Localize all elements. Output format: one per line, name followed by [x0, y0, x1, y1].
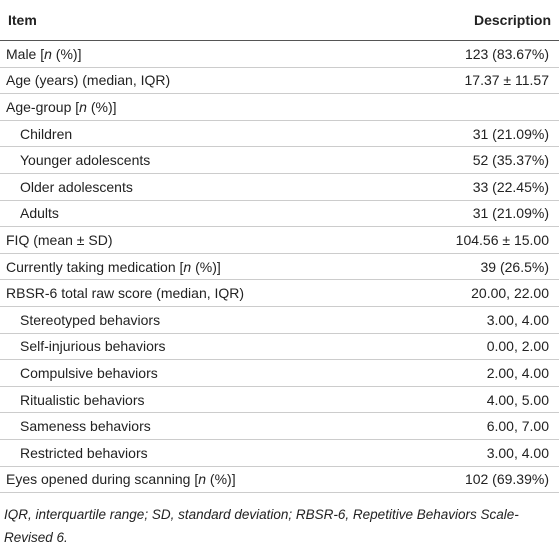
table-row: Ritualistic behaviors 4.00, 5.00 — [0, 386, 559, 414]
table-row: Male [n (%)] 123 (83.67%) — [0, 40, 559, 68]
table-row: FIQ (mean ± SD) 104.56 ± 15.00 — [0, 226, 559, 254]
item-cell: Age (years) (median, IQR) — [0, 67, 391, 95]
item-cell: RBSR-6 total raw score (median, IQR) — [0, 279, 391, 307]
table-row: Adults 31 (21.09%) — [0, 200, 559, 228]
table-row: Compulsive behaviors 2.00, 4.00 — [0, 359, 559, 387]
table-body: Male [n (%)] 123 (83.67%) Age (years) (med… — [0, 40, 559, 494]
table-row: Self-injurious behaviors 0.00, 2.00 — [0, 333, 559, 361]
table-row: Older adolescents 33 (22.45%) — [0, 173, 559, 201]
item-cell: Sameness behaviors — [0, 412, 391, 440]
description-cell: 52 (35.37%) — [390, 146, 559, 174]
header-cell: Item — [0, 0, 391, 41]
data-table: Item Description Male [n (%)] 123 (83.67%… — [0, 0, 559, 494]
description-cell: 2.00, 4.00 — [390, 359, 559, 387]
description-cell: 31 (21.09%) — [390, 200, 559, 228]
description-cell: 104.56 ± 15.00 — [390, 226, 559, 254]
table-row: Age-group [n (%)] — [0, 93, 559, 121]
table-row: Eyes opened during scanning [n (%)] 102 (… — [0, 466, 559, 494]
item-cell: Ritualistic behaviors — [0, 386, 391, 414]
description-cell: 0.00, 2.00 — [390, 333, 559, 361]
item-cell: Eyes opened during scanning [n (%)] — [0, 466, 391, 494]
footnote: IQR, interquartile range; SD, standard d… — [4, 507, 519, 546]
description-cell: 33 (22.45%) — [390, 173, 559, 201]
description-cell: 123 (83.67%) — [390, 40, 559, 68]
header-row: Item Description — [0, 0, 559, 41]
item-cell: Age-group [n (%)] — [0, 93, 391, 121]
description-cell: 102 (69.39%) — [390, 466, 559, 494]
description-cell: 31 (21.09%) — [390, 120, 559, 148]
item-cell: Self-injurious behaviors — [0, 333, 391, 361]
description-cell — [390, 93, 559, 121]
description-cell: 6.00, 7.00 — [390, 412, 559, 440]
item-cell: FIQ (mean ± SD) — [0, 226, 391, 254]
item-cell: Adults — [0, 200, 391, 228]
description-cell: 20.00, 22.00 — [390, 279, 559, 307]
table-row: Younger adolescents 52 (35.37%) — [0, 146, 559, 174]
item-cell: Children — [0, 120, 391, 148]
header-cell: Description — [390, 0, 559, 41]
table-row: Children 31 (21.09%) — [0, 120, 559, 148]
item-cell: Older adolescents — [0, 173, 391, 201]
item-cell: Male [n (%)] — [0, 40, 391, 68]
item-cell: Younger adolescents — [0, 146, 391, 174]
table-row: RBSR-6 total raw score (median, IQR) 20.0… — [0, 279, 559, 307]
table-row: Restricted behaviors 3.00, 4.00 — [0, 439, 559, 467]
item-cell: Currently taking medication [n (%)] — [0, 253, 391, 281]
description-cell: 17.37 ± 11.57 — [390, 67, 559, 95]
description-cell: 39 (26.5%) — [390, 253, 559, 281]
description-cell: 3.00, 4.00 — [390, 439, 559, 467]
item-cell: Stereotyped behaviors — [0, 306, 391, 334]
description-cell: 4.00, 5.00 — [390, 386, 559, 414]
table-row: Sameness behaviors 6.00, 7.00 — [0, 412, 559, 440]
item-cell: Restricted behaviors — [0, 439, 391, 467]
description-cell: 3.00, 4.00 — [390, 306, 559, 334]
table-row: Age (years) (median, IQR) 17.37 ± 11.57 — [0, 67, 559, 95]
table-row: Currently taking medication [n (%)] 39 (2… — [0, 253, 559, 281]
table-row: Stereotyped behaviors 3.00, 4.00 — [0, 306, 559, 334]
item-cell: Compulsive behaviors — [0, 359, 391, 387]
